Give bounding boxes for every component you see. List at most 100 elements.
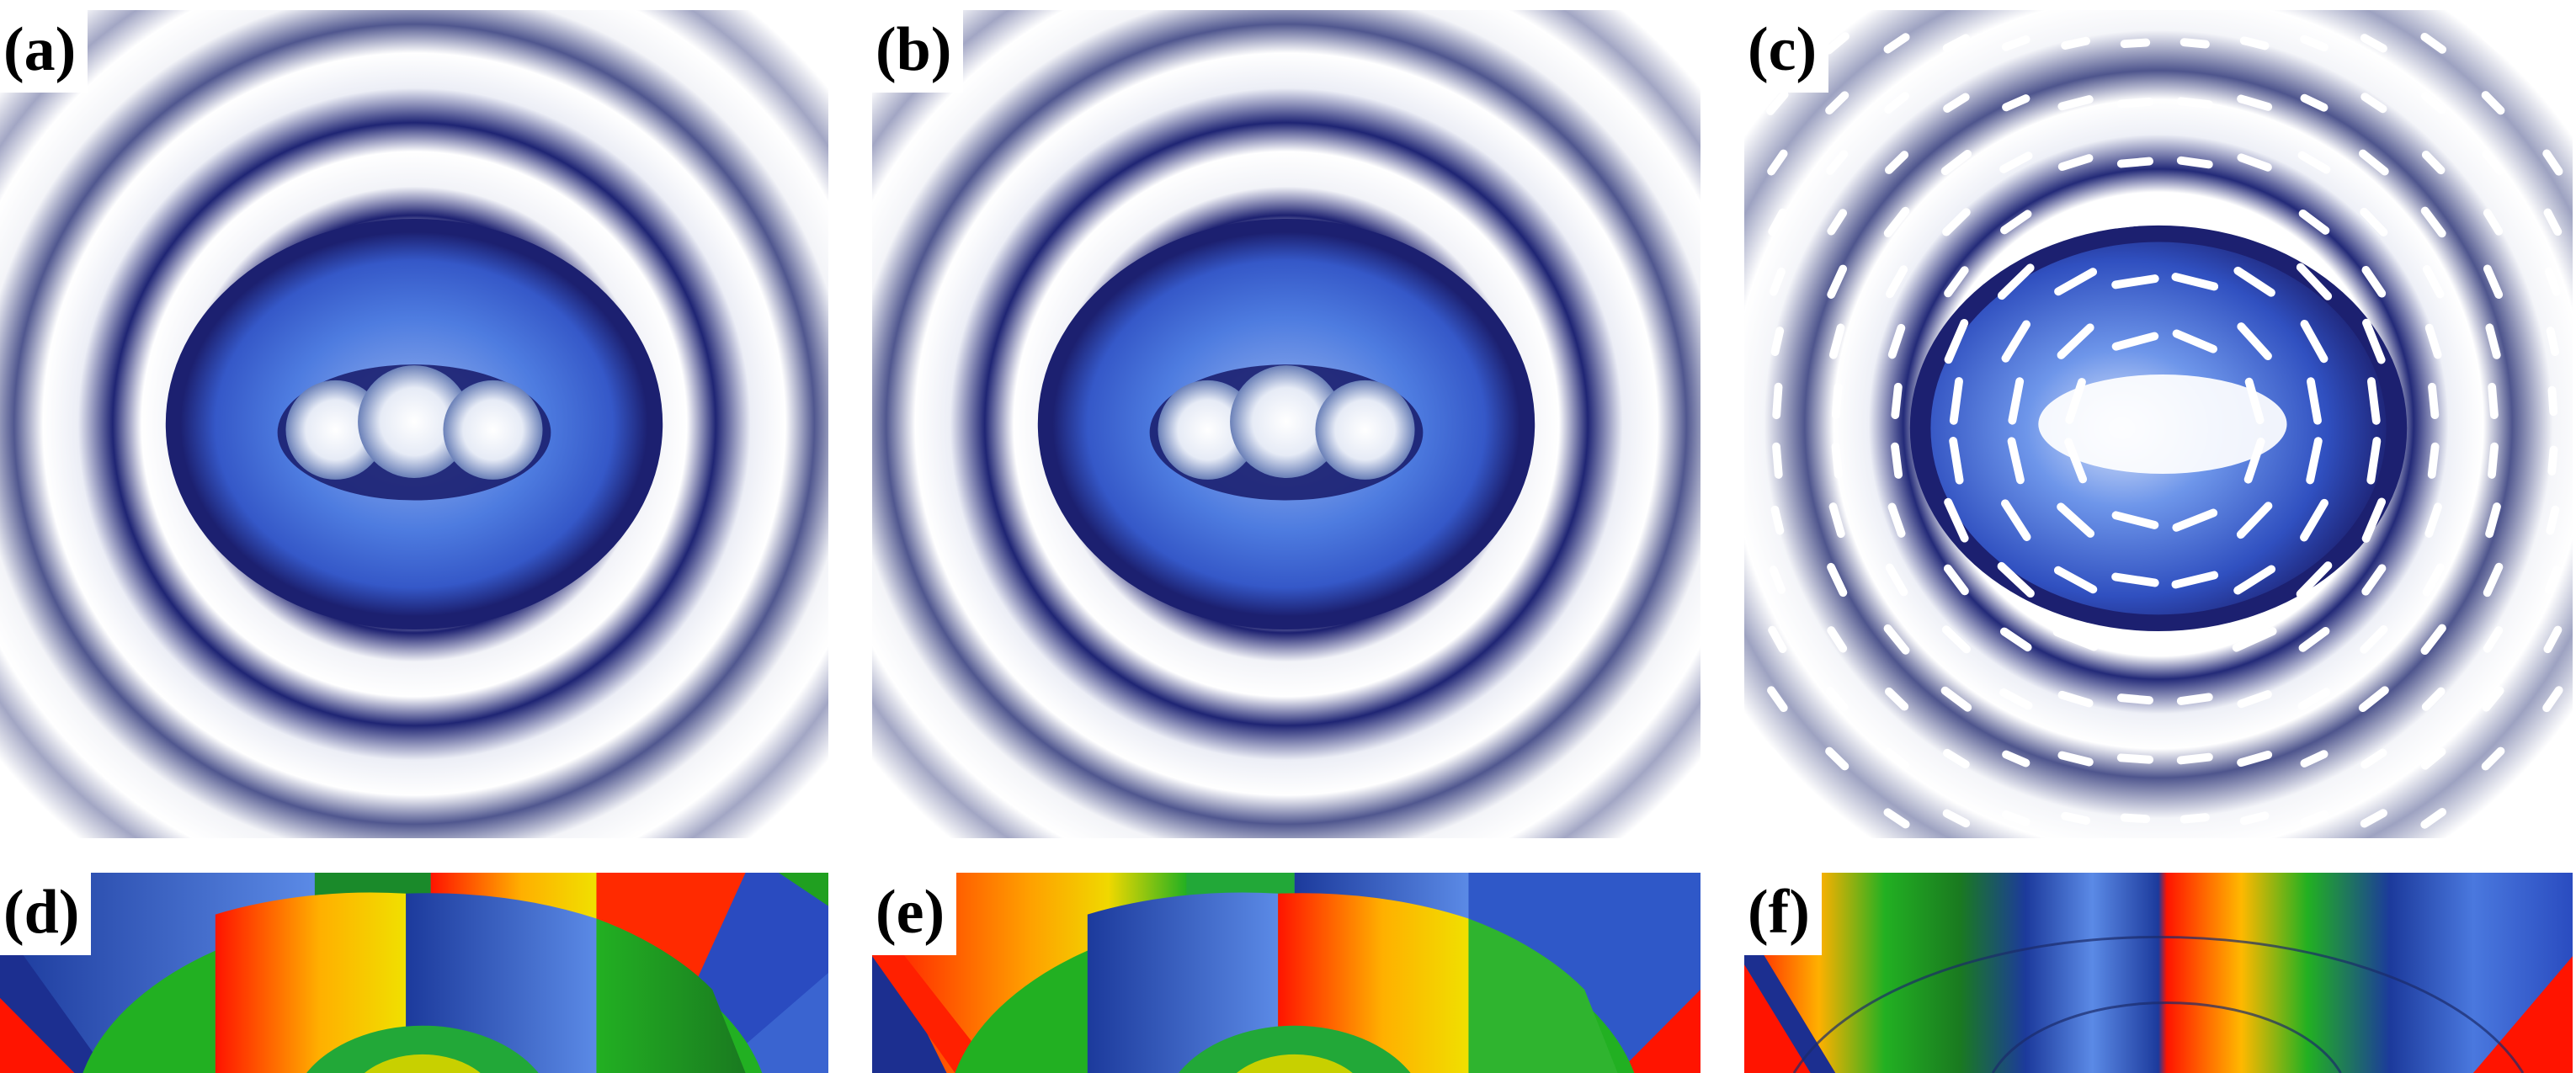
phase-plot-f <box>1744 873 2573 1073</box>
polarization-dash <box>2116 753 2154 764</box>
polarization-dash <box>1944 266 1969 298</box>
polarization-dash <box>2239 36 2270 50</box>
polarization-dash <box>2297 688 2331 710</box>
polarization-dash <box>1826 687 1849 712</box>
polarization-dash <box>2542 686 2563 713</box>
polarization-dash <box>2422 563 2445 597</box>
polarization-dash <box>1997 263 2035 300</box>
polarization-dash <box>2488 382 2499 419</box>
intensity-plot-b <box>872 10 1700 838</box>
polarization-dash <box>2243 438 2265 484</box>
polarization-dash <box>2296 263 2333 300</box>
polarization-dash <box>2001 35 2030 51</box>
polarization-dash <box>1999 627 2032 652</box>
polarization-dash <box>2008 377 2025 425</box>
polarization-dash <box>1941 625 1971 654</box>
polarization-dash <box>2485 323 2501 359</box>
polarization-dash <box>2547 385 2558 417</box>
panel-a-intensity-map: (a) <box>0 10 828 838</box>
panel-label-f: (f) <box>1744 873 1822 955</box>
polarization-dash <box>2480 32 2506 55</box>
polarization-dash <box>2480 807 2506 830</box>
polarization-dash <box>2176 693 2213 705</box>
polarization-dash <box>2360 625 2388 654</box>
polarization-dash <box>2366 377 2381 425</box>
polarization-dash <box>1999 688 2033 710</box>
polarization-dash <box>2111 633 2159 646</box>
polarization-dash <box>2001 810 2030 826</box>
polarization-dash <box>1828 323 1845 359</box>
polarization-dash <box>2232 210 2277 235</box>
polarization-dash <box>1891 382 1903 419</box>
polarization-dash <box>1770 505 1785 535</box>
polarization-dash <box>2172 508 2218 532</box>
polarization-dash <box>2360 207 2388 236</box>
polarization-dash <box>1824 32 1850 55</box>
polarization-dash <box>2424 323 2442 359</box>
phase-plot-e <box>872 873 1700 1073</box>
polarization-dash <box>2064 438 2088 484</box>
polarization-dash <box>2002 750 2030 768</box>
polarization-dash <box>1826 150 1849 175</box>
polarization-dash <box>2544 566 2561 594</box>
polarization-dash <box>2422 265 2445 299</box>
polarization-dash <box>2233 266 2275 297</box>
polarization-dash <box>2244 377 2265 425</box>
polarization-dash <box>2300 35 2329 52</box>
polarization-dash <box>2545 267 2561 296</box>
polarization-dash <box>1999 151 2033 173</box>
panel-label-e: (e) <box>872 873 957 955</box>
polarization-dash <box>2297 151 2331 174</box>
polarization-dash <box>2300 750 2329 768</box>
polarization-dash <box>2116 693 2153 705</box>
polarization-dash <box>2237 690 2272 709</box>
polarization-dash <box>2111 572 2159 587</box>
panel-e-phase-map: (e) <box>872 873 1700 1073</box>
polarization-dash <box>2057 502 2095 538</box>
polarization-dash <box>2116 157 2153 168</box>
panel-f-phase-map: (f) <box>1744 873 2573 1073</box>
polarization-dash <box>1887 323 1906 359</box>
polarization-dash <box>2361 497 2387 543</box>
polarization-dash <box>2361 564 2387 596</box>
polarization-dash <box>1769 267 1786 296</box>
polarization-dash <box>1943 564 1969 596</box>
polarization-dash <box>1949 437 1964 485</box>
polarization-dash <box>2300 810 2329 827</box>
polarization-dash <box>2428 382 2440 419</box>
polarization-dash <box>2420 808 2447 829</box>
polarization-dash <box>1891 442 1903 479</box>
polarization-dash <box>2176 156 2213 169</box>
polarization-dash <box>2482 686 2504 712</box>
polarization-dash <box>2001 499 2031 541</box>
polarization-dash <box>1769 566 1786 594</box>
panel-b-intensity-map: (b) <box>872 10 1700 838</box>
polarization-dash <box>1997 561 2035 598</box>
polarization-dash <box>2296 561 2333 598</box>
polarization-dash <box>2361 265 2387 298</box>
polarization-dash <box>1944 319 1969 364</box>
polarization-dash <box>2362 318 2386 364</box>
polarization-dash <box>1827 626 1848 653</box>
polarization-dash <box>2057 154 2094 171</box>
polarization-dash <box>1887 502 1906 538</box>
polarization-dash <box>2052 628 2099 651</box>
polarization-dash <box>1883 624 1910 655</box>
polarization-dash <box>2420 206 2446 238</box>
polarization-dash <box>2237 322 2272 361</box>
polarization-dash <box>2547 445 2558 476</box>
polarization-dash <box>2171 214 2219 230</box>
polarization-dash <box>2546 327 2560 357</box>
polarization-dash <box>2171 273 2219 291</box>
polarization-dash <box>1767 149 1788 176</box>
polarization-dash <box>1772 442 1783 479</box>
polarization-dash <box>1766 746 1789 772</box>
polarization-dash <box>2541 90 2564 115</box>
polarization-dash <box>2481 746 2505 771</box>
polarization-dash <box>1772 382 1783 420</box>
polarization-dash <box>2421 150 2446 175</box>
polarization-dash <box>2306 437 2323 485</box>
polarization-dash <box>2007 437 2025 485</box>
polarization-dash <box>2053 566 2098 594</box>
polarization-dash <box>2111 215 2159 229</box>
